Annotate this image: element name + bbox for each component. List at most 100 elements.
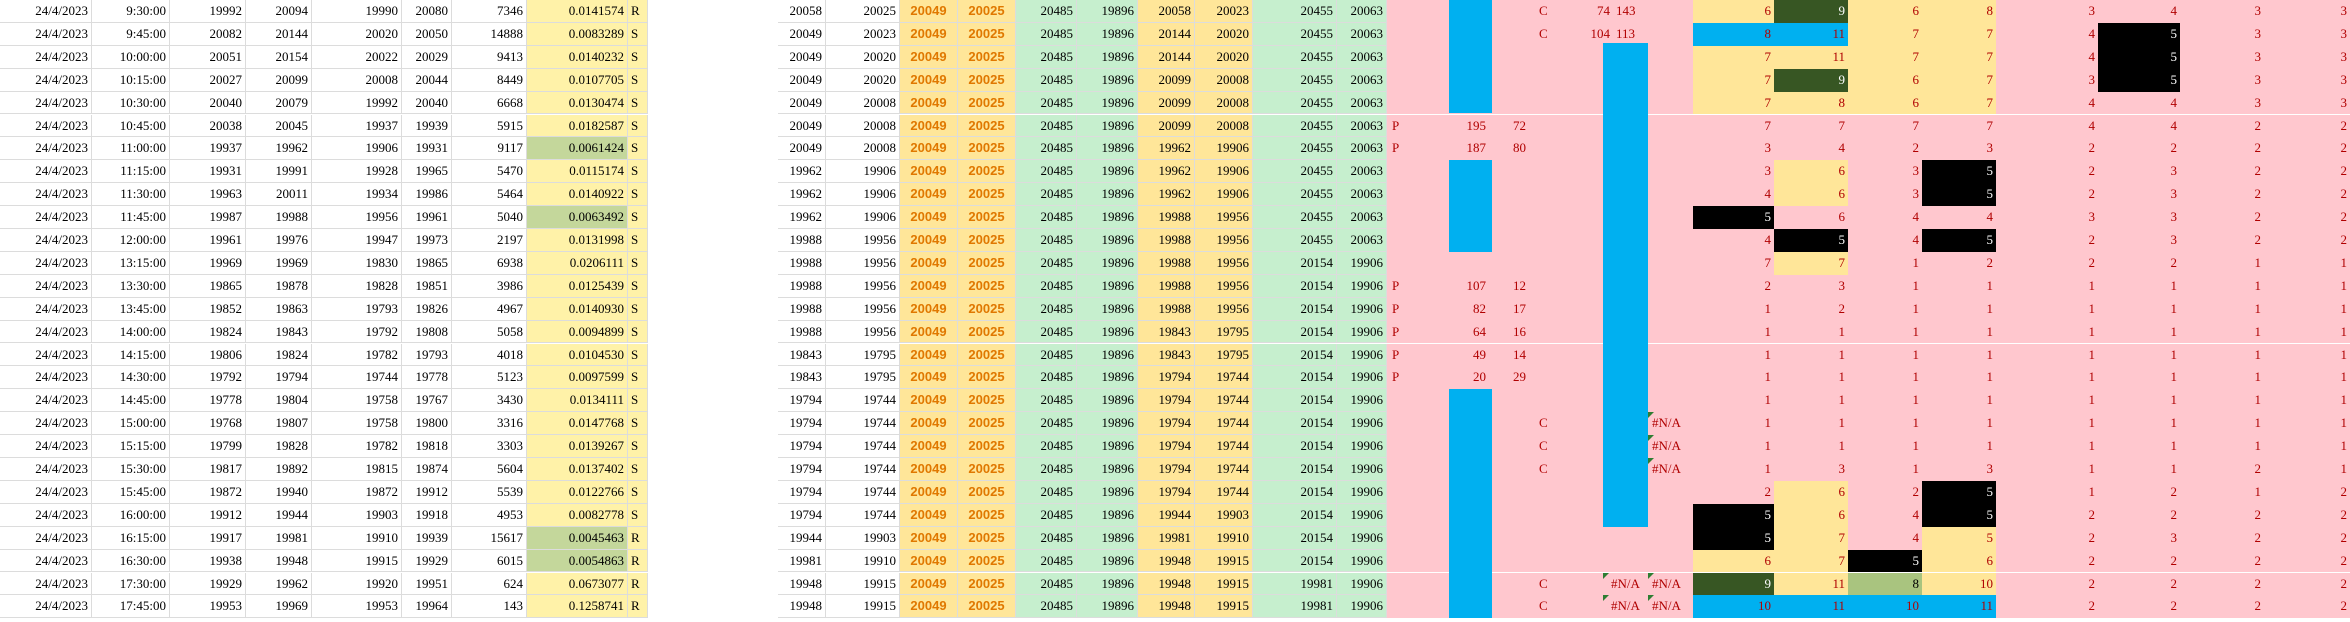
score-cell[interactable]: 4	[1848, 526, 1922, 550]
cell-c[interactable]: 19874	[402, 458, 452, 481]
cell-c[interactable]: 19986	[402, 183, 452, 207]
score-cell[interactable]: 6	[1848, 68, 1922, 92]
cell-y1[interactable]: 20099	[1138, 68, 1195, 92]
cell-y2[interactable]: 19956	[1195, 251, 1253, 275]
cell-y2[interactable]: 19956	[1195, 297, 1253, 321]
score-cell[interactable]: 2	[2264, 114, 2350, 138]
score-cell[interactable]: 1	[1848, 435, 1922, 458]
cell-l[interactable]: 19782	[312, 435, 402, 458]
cell-g2[interactable]: 19896	[1077, 389, 1138, 413]
score-cell[interactable]: 1	[1848, 343, 1922, 367]
cell-c[interactable]: 20080	[402, 0, 452, 23]
cell-h1[interactable]: 19981	[1253, 572, 1337, 596]
cell-p1[interactable]: 19794	[778, 480, 826, 504]
score-cell[interactable]: 9	[1693, 572, 1774, 596]
cell-p1[interactable]: 19988	[778, 229, 826, 252]
score-cell[interactable]: 7	[1693, 91, 1774, 115]
cell-ratio[interactable]: 0.0131998	[527, 229, 628, 252]
cell-sig[interactable]: S	[628, 229, 648, 252]
score-cell[interactable]: 1	[2098, 366, 2180, 390]
cell-h2[interactable]: 19906	[1337, 503, 1387, 527]
cell-pv2[interactable]: 14	[1513, 346, 1526, 362]
cell-p1[interactable]: 19948	[778, 595, 826, 619]
cell-g2[interactable]: 19896	[1077, 160, 1138, 184]
score-cell[interactable]: 5	[1922, 183, 1996, 207]
score-cell[interactable]: 4	[2098, 0, 2180, 23]
cell-g1[interactable]: 20485	[1016, 572, 1077, 596]
score-cell[interactable]: 2	[2098, 572, 2180, 596]
cell-y2[interactable]: 20020	[1195, 45, 1253, 69]
cell-y1[interactable]: 19843	[1138, 343, 1195, 367]
cell-g2[interactable]: 19896	[1077, 183, 1138, 207]
cell-h[interactable]: 20045	[246, 114, 312, 138]
cell-vol[interactable]: 5604	[452, 458, 527, 481]
cell-q1[interactable]: 20049	[900, 297, 958, 321]
score-cell[interactable]: 1	[1693, 320, 1774, 344]
cell-q2[interactable]: 20025	[958, 480, 1016, 504]
cell-y2[interactable]: 19795	[1195, 343, 1253, 367]
cell-pv2[interactable]	[1489, 229, 1529, 252]
cell-l[interactable]: 19992	[312, 91, 402, 115]
cell-date[interactable]: 24/4/2023	[0, 343, 92, 367]
cell-time[interactable]: 10:30:00	[92, 91, 170, 115]
cell-h2[interactable]: 20063	[1337, 206, 1387, 229]
cell-blank1[interactable]	[648, 480, 778, 504]
cell-p1[interactable]: 20049	[778, 91, 826, 115]
cell-o[interactable]: 19792	[170, 366, 246, 390]
score-cell[interactable]: 1	[1996, 320, 2098, 344]
score-cell[interactable]: 7	[1922, 114, 1996, 138]
cell-h2[interactable]: 19906	[1337, 480, 1387, 504]
cell-h2[interactable]: 19906	[1337, 251, 1387, 275]
cell-q2[interactable]: 20025	[958, 458, 1016, 481]
cell-q1[interactable]: 20049	[900, 595, 958, 619]
cell-vol[interactable]: 4953	[452, 503, 527, 527]
cell-g1[interactable]: 20485	[1016, 137, 1077, 161]
cell-l[interactable]: 19934	[312, 183, 402, 207]
cell-y1[interactable]: 19794	[1138, 366, 1195, 390]
cell-q1[interactable]: 20049	[900, 503, 958, 527]
cell-q1[interactable]: 20049	[900, 206, 958, 229]
cell-pc[interactable]: P	[1392, 369, 1400, 385]
cell-q1[interactable]: 20049	[900, 183, 958, 207]
cell-time[interactable]: 13:15:00	[92, 251, 170, 275]
cell-vol[interactable]: 9413	[452, 45, 527, 69]
cell-pv2[interactable]	[1489, 527, 1529, 550]
cell-y1[interactable]: 19962	[1138, 183, 1195, 207]
score-cell[interactable]: 3	[1922, 137, 1996, 161]
cell-pc[interactable]	[1389, 0, 1419, 23]
cell-cv2[interactable]: #N/A	[1648, 458, 1681, 476]
score-cell[interactable]: 11	[1922, 595, 1996, 619]
cell-ratio[interactable]: 0.0061424	[527, 137, 628, 161]
cell-pv2[interactable]: 29	[1513, 369, 1526, 385]
cell-h[interactable]: 19794	[246, 366, 312, 390]
score-cell[interactable]: 6	[1774, 160, 1848, 184]
cell-q1[interactable]: 20049	[900, 480, 958, 504]
cell-vol[interactable]: 3430	[452, 389, 527, 413]
score-cell[interactable]: 1	[1848, 320, 1922, 344]
cell-y2[interactable]: 19744	[1195, 458, 1253, 481]
cell-h1[interactable]: 20455	[1253, 160, 1337, 184]
cell-cv2[interactable]: #N/A	[1648, 572, 1681, 591]
cell-p1[interactable]: 19988	[778, 297, 826, 321]
cell-sig[interactable]: S	[628, 366, 648, 390]
cell-ratio[interactable]: 0.0139267	[527, 435, 628, 458]
cell-p2[interactable]: 19744	[826, 503, 900, 527]
score-cell[interactable]: 1	[1693, 366, 1774, 390]
cell-date[interactable]: 24/4/2023	[0, 389, 92, 413]
cell-g2[interactable]: 19896	[1077, 274, 1138, 298]
score-cell[interactable]: 8	[1693, 22, 1774, 46]
cell-p1[interactable]: 19794	[778, 412, 826, 436]
score-cell[interactable]: 6	[1774, 480, 1848, 504]
cell-g2[interactable]: 19896	[1077, 297, 1138, 321]
cell-g1[interactable]: 20485	[1016, 22, 1077, 46]
score-cell[interactable]: 3	[2180, 45, 2264, 69]
cell-c[interactable]: 19808	[402, 320, 452, 344]
score-cell[interactable]: 5	[1693, 206, 1774, 229]
cell-p1[interactable]: 20058	[778, 0, 826, 23]
score-cell[interactable]: 1	[1774, 412, 1848, 436]
cell-q2[interactable]: 20025	[958, 503, 1016, 527]
score-cell[interactable]: 10	[1922, 572, 1996, 596]
cell-q2[interactable]: 20025	[958, 91, 1016, 115]
cell-vol[interactable]: 5464	[452, 183, 527, 207]
cell-h[interactable]: 19824	[246, 343, 312, 367]
